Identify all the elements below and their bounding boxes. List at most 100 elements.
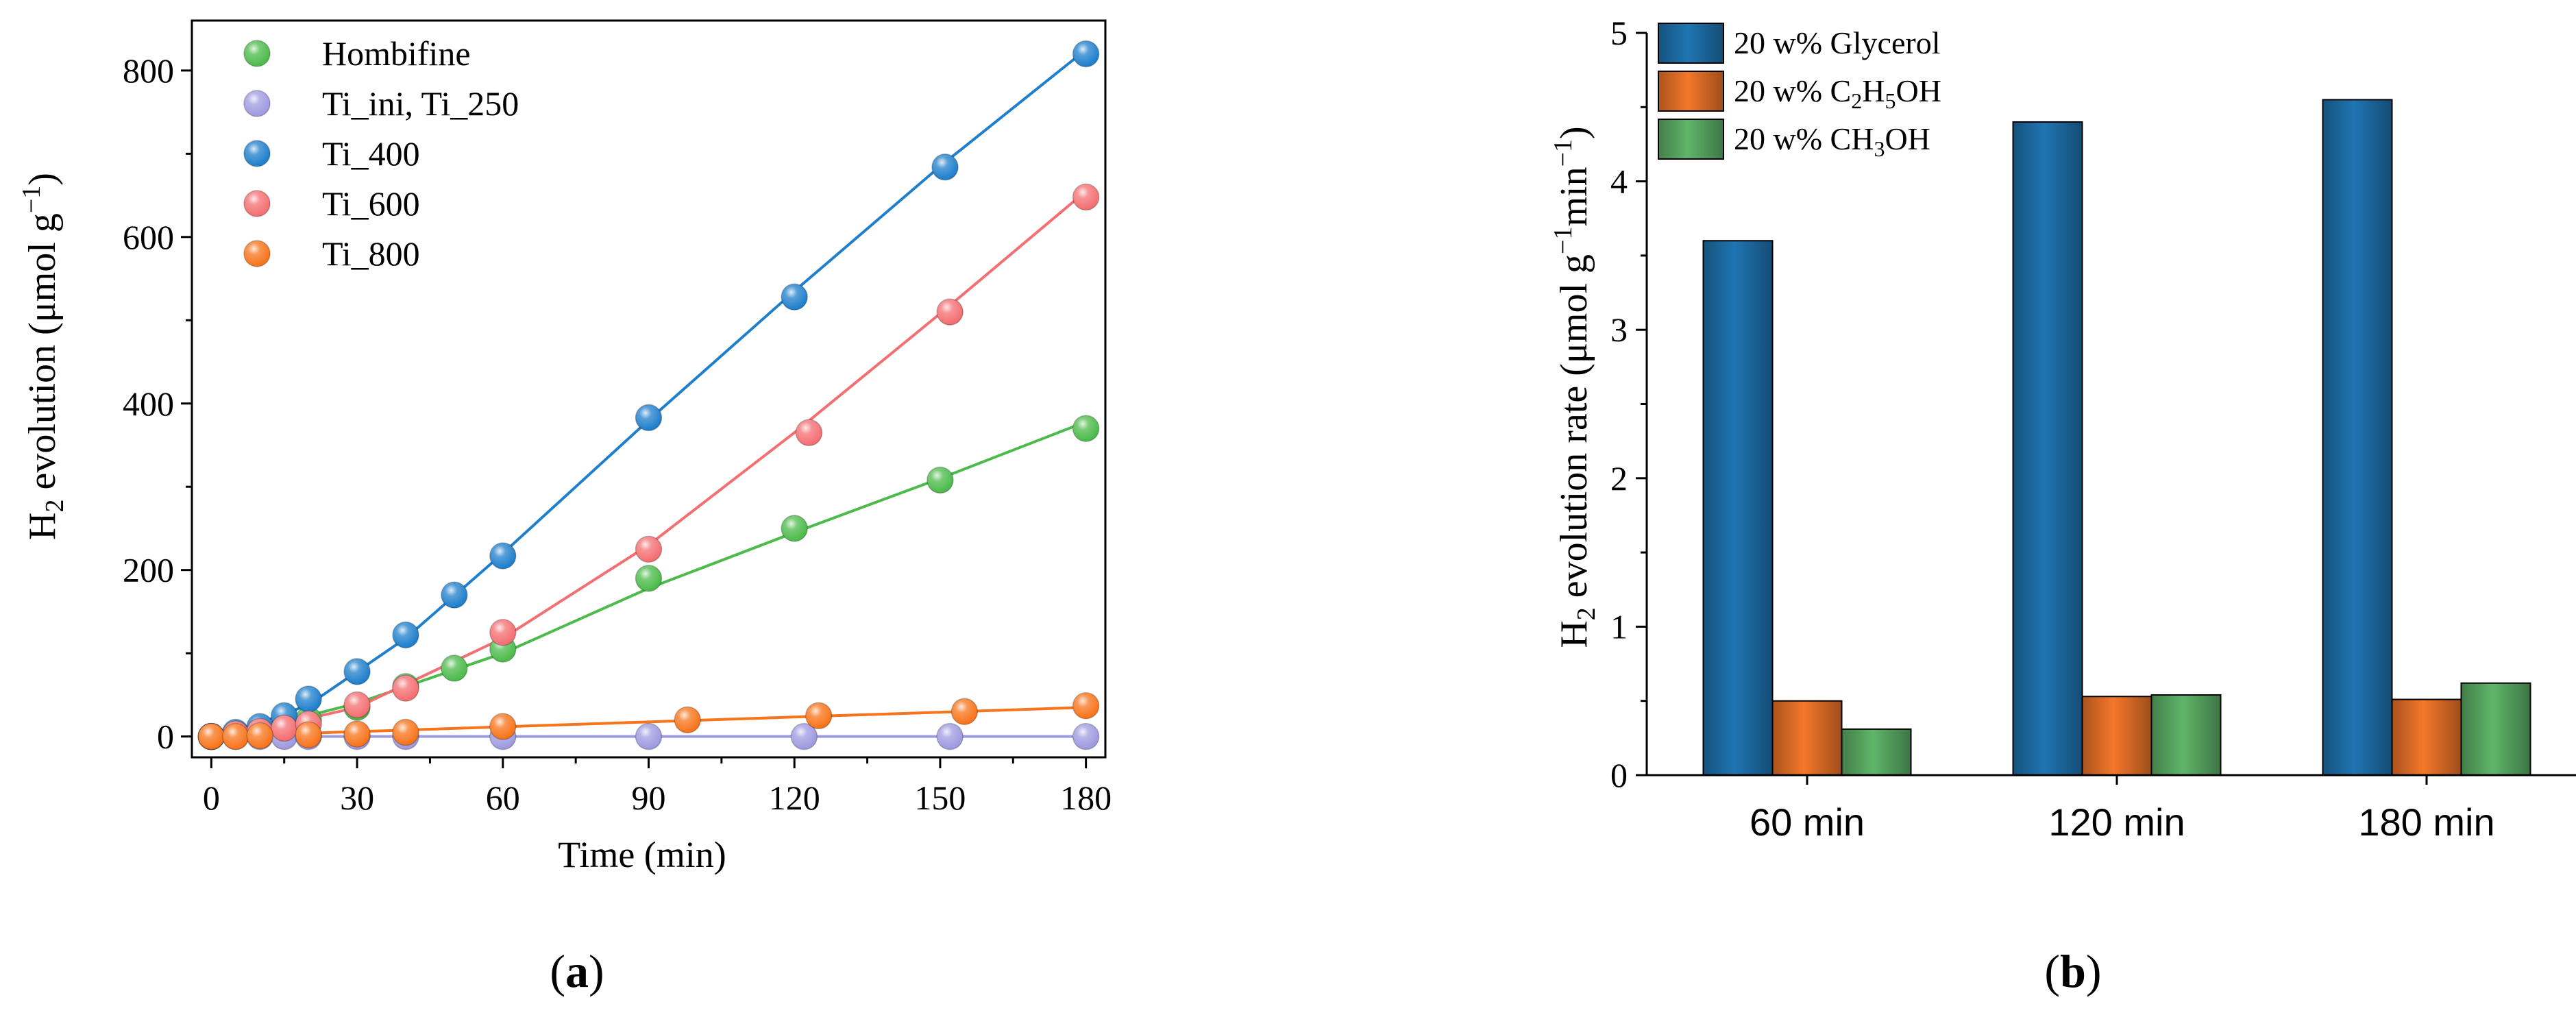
- y-tick-label-b: 5: [1610, 14, 1628, 52]
- data-point-shine: [441, 582, 467, 609]
- legend-text: OH: [1896, 73, 1941, 108]
- bar-shade: [1703, 241, 1773, 775]
- data-point-shine: [932, 154, 959, 180]
- data-point-hombifine: [635, 565, 663, 592]
- legend-text: 20 w% Glycerol: [1734, 25, 1940, 60]
- x-axis-title: Time (min): [558, 834, 726, 875]
- series-ti-800: [197, 692, 1100, 750]
- data-point-shine: [344, 658, 371, 685]
- x-tick-label: 0: [203, 779, 220, 817]
- bar-shade: [1772, 700, 1842, 775]
- data-point-ti-ini-ti-250: [936, 722, 964, 750]
- legend-swatch-shade: [1658, 119, 1724, 159]
- bar-shade: [1841, 729, 1911, 775]
- y-tick-label: 200: [123, 551, 174, 589]
- legend-subscript: 3: [1874, 136, 1885, 161]
- data-point-shine: [805, 702, 832, 729]
- data-point-shine: [344, 720, 371, 747]
- data-point-shine: [1072, 40, 1099, 67]
- legend-label: 20 w% CH3OH: [1734, 121, 1930, 161]
- data-point-ti-ini-ti-250: [790, 722, 818, 750]
- data-point-ti-400: [1072, 40, 1100, 68]
- legend-item-ti-800: Ti_800: [243, 234, 420, 273]
- data-point-shine: [344, 692, 371, 718]
- data-point-hombifine: [1072, 415, 1100, 442]
- data-point-shine: [1072, 723, 1099, 750]
- x-tick-label: 60: [486, 779, 520, 817]
- data-point-hombifine: [781, 515, 808, 542]
- data-point-ti-800: [246, 722, 274, 750]
- y-tick-label-b: 1: [1610, 607, 1628, 646]
- legend-label: Ti_400: [322, 134, 420, 173]
- data-point-ti-800: [295, 721, 322, 748]
- legend-swatch-shade: [1658, 23, 1724, 63]
- legend-text: H: [1862, 73, 1885, 108]
- y-tick-label: 600: [123, 218, 174, 256]
- data-point-shine: [635, 404, 662, 431]
- fit-line-ti-600: [210, 190, 1087, 742]
- data-point-shine: [271, 715, 297, 742]
- data-point-shine: [295, 685, 322, 712]
- legend-swatch-shade: [1658, 71, 1724, 111]
- legend-label: Hombifine: [322, 34, 471, 73]
- bar-shade: [2151, 695, 2221, 775]
- bar-20-w-glycerol-180-min: [2322, 99, 2393, 776]
- legend-label: 20 w% C2H5OH: [1734, 73, 1941, 113]
- data-point-ti-400: [931, 154, 959, 181]
- data-point-ti-600: [270, 714, 298, 742]
- data-point-shine: [1072, 184, 1099, 210]
- legend-subscript: 2: [1851, 88, 1862, 113]
- legend-item-20-w-glycerol: 20 w% Glycerol: [1658, 23, 1940, 64]
- data-point-ti-600: [1072, 183, 1100, 211]
- data-point-shine: [674, 707, 701, 733]
- data-point-shine: [796, 419, 822, 446]
- plot-frame: [191, 19, 1107, 759]
- data-point-ti-400: [635, 404, 663, 432]
- data-point-shine: [781, 284, 808, 310]
- data-point-ti-400: [489, 542, 517, 570]
- y-tick-label: 0: [157, 718, 174, 756]
- data-point-shine: [927, 467, 953, 493]
- data-point-ti-400: [295, 685, 322, 713]
- data-point-shine: [198, 723, 225, 750]
- data-point-ti-800: [1072, 692, 1100, 720]
- legend-text: OH: [1885, 121, 1930, 156]
- chart-a: 0 30 60 90 120 150 180 0 200 400 600 800 Hombifine T…: [17, 19, 1112, 997]
- x-tick-label-b: 120 min: [2048, 800, 2185, 844]
- data-point-ti-600: [343, 691, 371, 719]
- data-point-ti-800: [222, 722, 249, 750]
- data-point-ti-ini-ti-250: [1072, 722, 1100, 750]
- bar-20-w-c2h5oh-60-min: [1771, 700, 1843, 776]
- data-point-shine: [392, 719, 419, 746]
- panel-label-a: (a): [550, 945, 604, 997]
- y-tick-label-b: 4: [1610, 162, 1628, 201]
- bar-20-w-ch3oh-180-min: [2460, 682, 2531, 776]
- legend-marker-shine: [244, 40, 270, 66]
- bar-20-w-ch3oh-120-min: [2150, 694, 2222, 776]
- bar-shade: [2082, 696, 2152, 775]
- data-point-ti-400: [343, 658, 371, 685]
- data-point-ti-600: [392, 674, 419, 702]
- x-tick-label: 120: [769, 779, 820, 817]
- data-point-ti-600: [936, 298, 964, 326]
- data-point-shine: [1072, 415, 1099, 442]
- data-point-hombifine: [441, 655, 468, 682]
- legend-text: 20 w% CH: [1734, 121, 1874, 156]
- data-point-shine: [489, 543, 516, 570]
- data-point-ti-400: [781, 283, 808, 311]
- bar-shade: [2013, 121, 2083, 775]
- data-point-ti-800: [197, 722, 225, 750]
- data-point-ti-400: [392, 621, 419, 649]
- legend-marker-shine: [244, 191, 270, 217]
- legend-marker-shine: [244, 241, 270, 267]
- data-point-shine: [635, 723, 662, 750]
- data-point-shine: [247, 722, 273, 749]
- bar-20-w-c2h5oh-180-min: [2391, 698, 2462, 776]
- x-tick-label: 90: [632, 779, 666, 817]
- data-point-ti-400: [441, 581, 468, 609]
- legend-item-20-w-c2h5oh: 20 w% C2H5OH: [1658, 71, 1941, 113]
- data-point-shine: [392, 675, 419, 702]
- legend-label: Ti_800: [322, 234, 420, 273]
- data-point-shine: [791, 723, 818, 750]
- data-point-shine: [937, 723, 964, 750]
